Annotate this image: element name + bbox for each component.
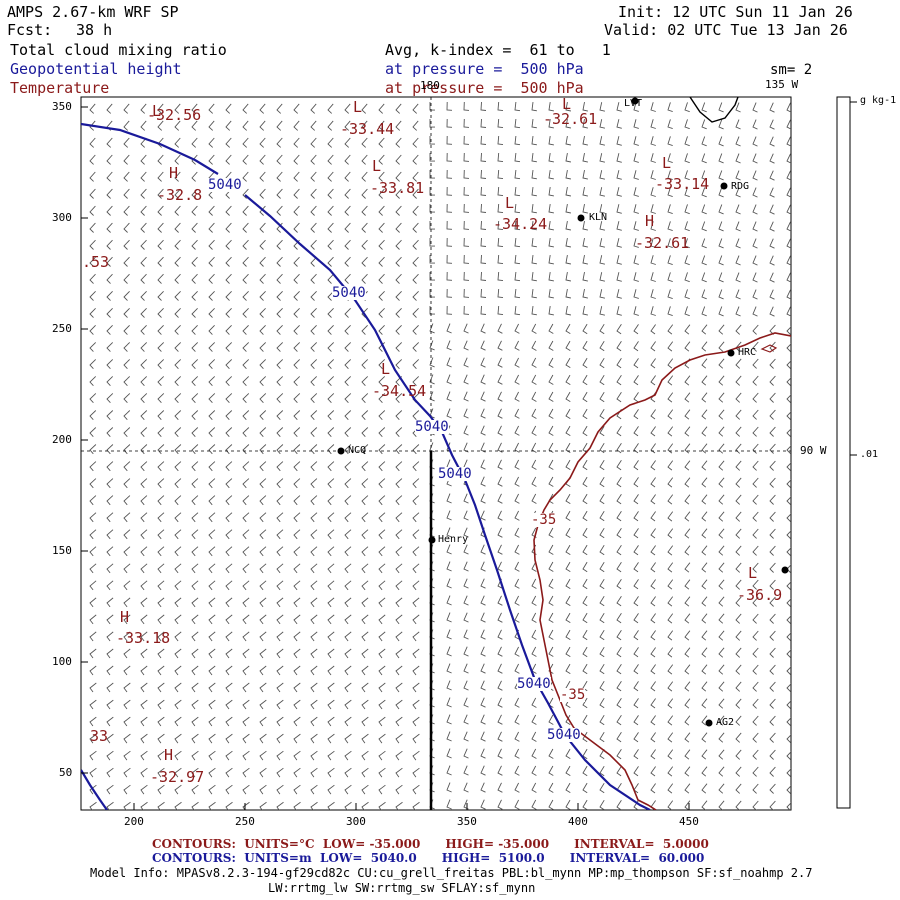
height-label: 5040 xyxy=(332,285,366,301)
field-temperature: Temperature xyxy=(10,79,110,97)
avg-k-index: Avg, k-index = 61 to 1 xyxy=(385,41,611,59)
station-ncq: NCQ xyxy=(348,445,367,456)
forecast-label: Fcst: xyxy=(7,21,53,39)
init-time: Init: 12 UTC Sun 11 Jan 26 xyxy=(618,3,853,21)
station-rdg-marker xyxy=(720,182,728,190)
temperature-label: -35 xyxy=(560,687,586,703)
coastline xyxy=(689,97,739,123)
y-tick-200: 200 xyxy=(52,433,72,446)
pressure-center-mark: H xyxy=(164,746,174,764)
x-tick-200: 200 xyxy=(124,815,144,828)
lon-135w-label: 135 W xyxy=(765,78,799,91)
model-info-line2: LW:rrtmg_lw SW:rrtmg_sw SFLAY:sf_mynn xyxy=(268,881,536,895)
edge-value: .53 xyxy=(82,253,110,271)
station-edge-marker xyxy=(781,566,789,574)
height-label: 5040 xyxy=(438,466,472,482)
smoothing-label: sm= 2 xyxy=(770,62,813,78)
x-tick-350: 350 xyxy=(457,815,477,828)
field-cloud-mixing: Total cloud mixing ratio xyxy=(10,41,227,59)
station-ag2: AG2 xyxy=(716,717,735,728)
pressure-center-value: -32.61 xyxy=(635,234,690,252)
pressure-center-mark: L xyxy=(562,95,572,113)
axis-ticks xyxy=(81,106,690,810)
station-hrc-marker xyxy=(727,349,735,357)
model-info: Model Info: MPASv8.2.3-194-gf29cd82c CU:… xyxy=(90,866,813,880)
valid-time: Valid: 02 UTC Tue 13 Jan 26 xyxy=(604,21,848,39)
pressure-center-value: -33.14 xyxy=(655,175,710,193)
station-hrc: HRC xyxy=(738,347,757,358)
forecast-hour: 38 h xyxy=(76,21,113,39)
pressure-center-value: -32.56 xyxy=(147,106,202,124)
pressure-center-value: -32.8 xyxy=(157,186,203,204)
y-tick-50: 50 xyxy=(59,766,73,779)
x-tick-250: 250 xyxy=(235,815,255,828)
edge-value: 33 xyxy=(90,727,109,745)
y-tick-250: 250 xyxy=(52,322,72,335)
pressure-center-mark: L xyxy=(381,360,391,378)
station-ag2-marker xyxy=(705,719,713,727)
pressure-level-height: at pressure = 500 hPa xyxy=(385,60,584,78)
field-geopotential: Geopotential height xyxy=(10,60,182,78)
x-tick-450: 450 xyxy=(679,815,699,828)
station-rdg: RDG xyxy=(731,181,750,192)
height-contour-5040-sw xyxy=(81,769,108,810)
y-tick-100: 100 xyxy=(52,655,72,668)
model-title: AMPS 2.67-km WRF SP xyxy=(7,3,179,21)
pressure-center-value: -32.61 xyxy=(543,110,598,128)
colorbar xyxy=(836,96,851,809)
pressure-center-mark: L xyxy=(152,102,162,120)
pressure-center-value: -34.24 xyxy=(493,215,548,233)
y-tick-300: 300 xyxy=(52,211,72,224)
pressure-center-value: -32.97 xyxy=(150,768,205,786)
wind-barbs xyxy=(89,101,791,810)
pressure-center-mark: L xyxy=(372,157,382,175)
height-contour-info: CONTOURS: UNITS=m LOW= 5040.0 HIGH= 5100… xyxy=(152,851,705,865)
temperature-contour--35 xyxy=(533,332,791,810)
pressure-center-mark: L xyxy=(748,564,758,582)
pressure-center-value: -33.81 xyxy=(370,179,425,197)
pressure-level-temperature: at pressure = 500 hPa xyxy=(385,79,584,97)
height-label: 5040 xyxy=(517,676,551,692)
temperature-label: -35 xyxy=(531,512,557,528)
pressure-center-mark: H xyxy=(169,164,179,182)
pressure-center-mark: H xyxy=(645,212,655,230)
pressure-center-mark: L xyxy=(353,98,363,116)
pressure-center-value: -33.18 xyxy=(116,629,171,647)
lon-90w-label: 90 W xyxy=(800,444,827,457)
colorbar-units: g kg-1 xyxy=(860,95,897,106)
pressure-center-mark: L xyxy=(505,194,515,212)
map-frame xyxy=(80,96,792,811)
station-ncq-marker xyxy=(337,447,345,455)
station-kln-marker xyxy=(577,214,585,222)
pressure-center-mark: L xyxy=(662,154,672,172)
pressure-center-value: -36.9 xyxy=(737,586,783,604)
height-label: 5040 xyxy=(547,727,581,743)
temperature-contour-info: CONTOURS: UNITS=°C LOW= -35.000 HIGH= -3… xyxy=(152,837,709,851)
station-henry: Henry xyxy=(438,534,469,545)
wind-barb-field xyxy=(89,101,791,810)
height-label: 5040 xyxy=(208,177,242,193)
x-tick-400: 400 xyxy=(568,815,588,828)
y-tick-150: 150 xyxy=(52,544,72,557)
station-lvt: LVT xyxy=(624,98,643,109)
lon-180-label: 180 xyxy=(420,79,440,92)
pressure-center-value: -33.44 xyxy=(340,120,395,138)
colorbar-value: .01 xyxy=(860,449,879,460)
station-lvt-marker xyxy=(631,97,639,105)
station-kln: KLN xyxy=(589,212,608,223)
station-henry-marker xyxy=(428,536,436,544)
y-tick-350: 350 xyxy=(52,100,72,113)
temperature-contour-islet xyxy=(760,344,778,353)
pressure-center-mark: H xyxy=(120,608,130,626)
x-tick-300: 300 xyxy=(346,815,366,828)
height-contour-5040-nw xyxy=(81,122,219,175)
pressure-center-value: -34.54 xyxy=(372,382,427,400)
height-label: 5040 xyxy=(415,419,449,435)
